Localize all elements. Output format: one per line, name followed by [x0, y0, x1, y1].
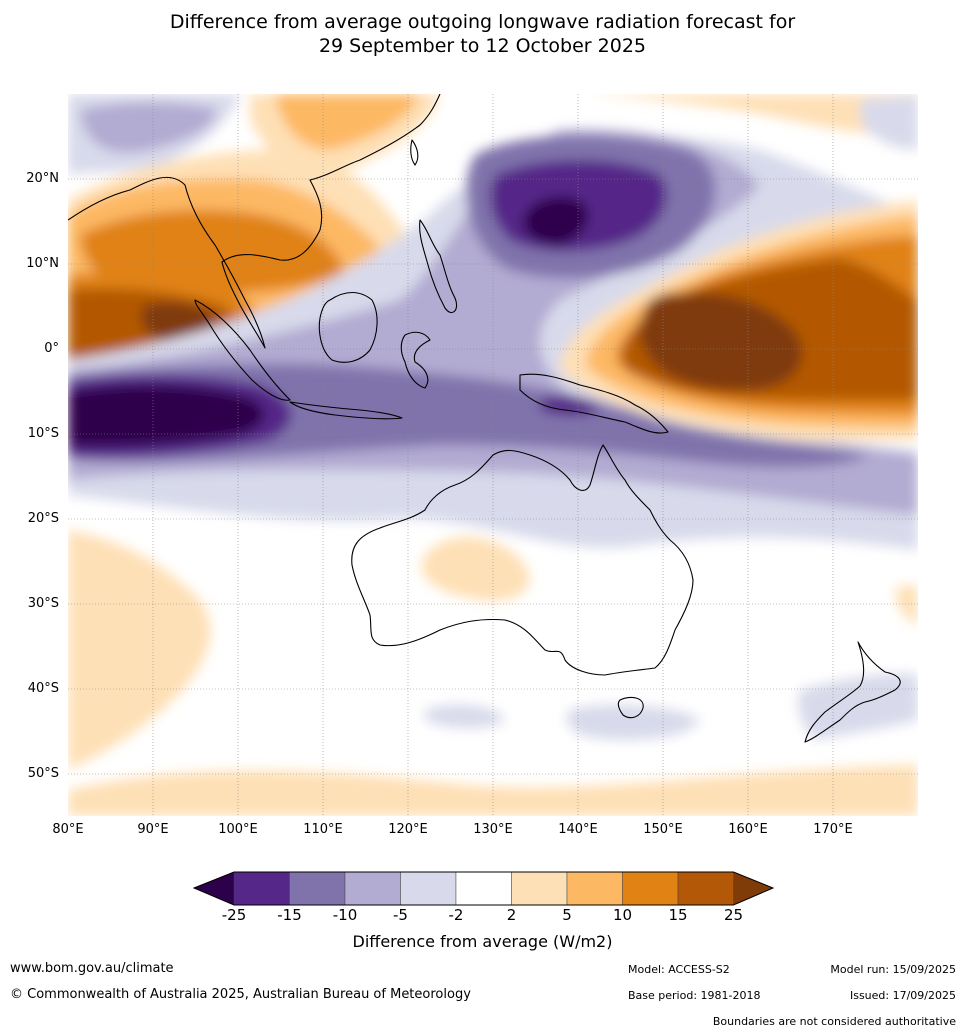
sumatra-coast — [194, 299, 291, 401]
new-guinea-coast — [519, 373, 669, 434]
lon-tick-label: 170°E — [813, 822, 853, 837]
lon-tick-label: 90°E — [137, 822, 169, 837]
positive-anomaly-region-north — [80, 210, 345, 295]
positive-anomaly-region-east — [895, 585, 918, 625]
negative-anomaly-region-maritime — [540, 396, 600, 416]
lon-tick-label: 100°E — [218, 822, 258, 837]
sulawesi-coast — [400, 331, 431, 389]
colorbar-title: Difference from average (W/m2) — [352, 932, 613, 951]
model-run-date: Model run: 15/09/2025 — [830, 963, 956, 976]
negative-anomaly-region-south — [425, 704, 505, 729]
colorbar-outline — [192, 871, 775, 906]
lat-tick-label: 0° — [44, 341, 59, 356]
colorbar-tick-label: -25 — [221, 906, 247, 924]
colorbar-tick-label: -10 — [332, 906, 358, 924]
lon-tick-label: 140°E — [558, 822, 598, 837]
lat-tick-label: 40°S — [27, 681, 59, 696]
negative-anomaly-region-asia — [80, 102, 216, 153]
colorbar-segment — [400, 871, 457, 906]
lon-tick-label: 130°E — [473, 822, 513, 837]
negative-anomaly-region-south — [798, 673, 918, 740]
issued-date: Issued: 17/09/2025 — [849, 989, 956, 1002]
colorbar-extend-high — [733, 872, 773, 905]
graticule — [68, 94, 918, 816]
colorbar-tick-label: 2 — [506, 906, 517, 924]
colorbar-tick-label: 10 — [612, 906, 633, 924]
philippines-coast — [419, 219, 458, 313]
lat-tick-label: 20°S — [27, 511, 59, 526]
website-link[interactable]: www.bom.gov.au/climate — [10, 961, 174, 976]
colorbar-segment — [677, 871, 734, 906]
colorbar-segment — [455, 871, 512, 906]
asia-mainland-coast — [68, 94, 441, 349]
copyright-text: © Commonwealth of Australia 2025, Austra… — [10, 987, 471, 1002]
lon-tick-label: 80°E — [52, 822, 84, 837]
lat-tick-label: 20°N — [26, 171, 59, 186]
australia-coast — [351, 444, 694, 676]
colorbar-extend-low — [194, 872, 234, 905]
lat-tick-label: 50°S — [27, 766, 59, 781]
negative-anomaly-region-south — [566, 704, 700, 740]
model-name: Model: ACCESS-S2 — [628, 963, 730, 976]
positive-anomaly-region-pacific — [640, 292, 802, 391]
tasmania-coast — [617, 696, 644, 719]
colorbar-segment — [233, 871, 290, 906]
lon-tick-label: 110°E — [303, 822, 343, 837]
colorbar-tick-label: 25 — [723, 906, 744, 924]
base-period: Base period: 1981-2018 — [628, 989, 761, 1002]
positive-anomaly-region-indian-ocean — [141, 302, 215, 341]
positive-anomaly-region-pacific — [590, 94, 918, 140]
colorbar-tick-label: -15 — [277, 906, 302, 924]
title-line-2: 29 September to 12 October 2025 — [318, 35, 647, 57]
lat-tick-label: 10°S — [27, 426, 59, 441]
java-coast — [289, 401, 403, 420]
boundaries-disclaimer: Boundaries are not considered authoritat… — [712, 1015, 956, 1028]
positive-anomaly-region-central-aus — [421, 536, 530, 601]
positive-anomaly-region-north — [275, 94, 420, 150]
chart-title: Difference from average outgoing longwav… — [0, 10, 965, 58]
colorbar-tick-label: -2 — [448, 906, 464, 924]
colorbar-segment — [566, 871, 623, 906]
taiwan-coast — [410, 139, 419, 166]
colorbar-tick-label: 15 — [668, 906, 688, 924]
lat-tick-label: 30°S — [27, 596, 59, 611]
colorbar-segment — [344, 871, 401, 906]
lon-tick-label: 120°E — [388, 822, 428, 837]
negative-anomaly-region-indian-ocean — [68, 384, 265, 447]
coastlines — [68, 94, 901, 743]
title-line-1: Difference from average outgoing longwav… — [169, 11, 796, 33]
anomaly-field — [68, 94, 918, 816]
lon-tick-label: 150°E — [643, 822, 683, 837]
positive-anomaly-region-south — [68, 530, 211, 770]
new-zealand-coast — [804, 641, 901, 743]
olr-anomaly-map — [68, 94, 918, 816]
colorbar-segment — [511, 871, 568, 906]
colorbar-segment — [622, 871, 679, 906]
colorbar-segment — [289, 871, 346, 906]
lon-tick-label: 160°E — [728, 822, 768, 837]
colorbar-tick-label: 5 — [562, 906, 572, 924]
colorbar-tick-label: -5 — [393, 906, 408, 924]
lat-tick-label: 10°N — [26, 256, 59, 271]
negative-anomaly-region-pacific — [860, 95, 918, 150]
borneo-coast — [318, 291, 378, 363]
negative-anomaly-region-pacific — [523, 196, 589, 245]
